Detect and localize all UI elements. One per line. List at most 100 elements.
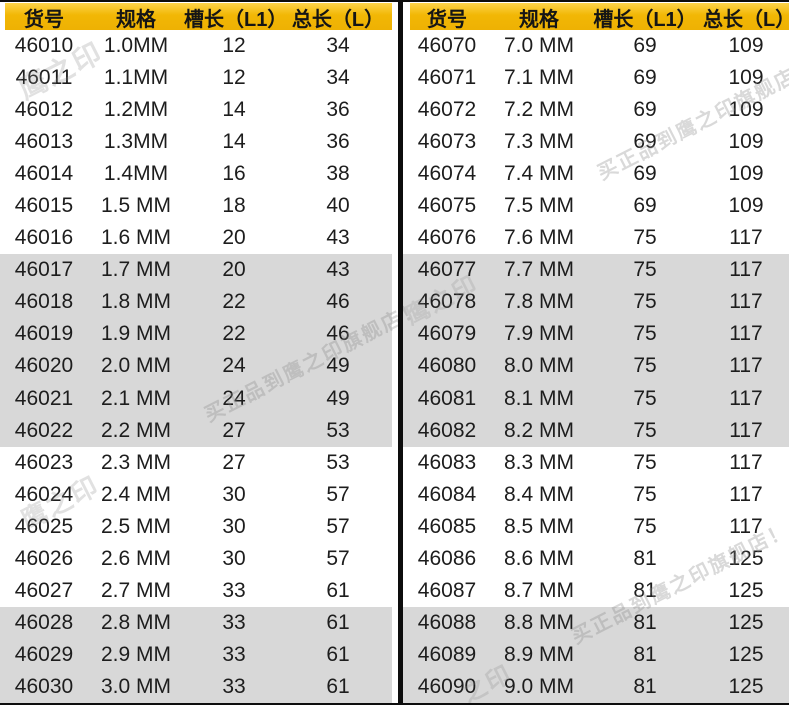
slot-length-cell: 14 xyxy=(222,98,246,122)
slot-length-cell: 69 xyxy=(633,130,657,154)
spec-cell: 8.9 MM xyxy=(503,642,574,666)
spec-cell: 7.2 MM xyxy=(503,98,574,122)
spec-cell: 7.5 MM xyxy=(503,194,574,218)
bottom-border-line xyxy=(0,703,789,705)
total-length-cell: 61 xyxy=(326,642,350,666)
slot-length-cell: 14 xyxy=(222,130,246,154)
table-row: 46086 8.6 MM 81 125 xyxy=(403,543,789,575)
item-no-cell: 46015 xyxy=(14,194,74,218)
spec-cell: 2.6 MM xyxy=(100,546,171,570)
spec-cell: 2.3 MM xyxy=(100,450,171,474)
slot-length-cell: 16 xyxy=(222,162,246,186)
spec-cell: 1.4MM xyxy=(103,162,169,186)
item-no-cell: 46022 xyxy=(14,418,74,442)
item-no-cell: 46014 xyxy=(14,162,74,186)
spec-cell: 1.9 MM xyxy=(100,322,171,346)
table-row: 46020 2.0 MM 24 49 xyxy=(0,350,392,383)
total-length-cell: 53 xyxy=(326,450,350,474)
table-row: 46024 2.4 MM 30 57 xyxy=(0,479,392,511)
total-length-cell: 117 xyxy=(729,418,763,442)
item-no-cell: 46019 xyxy=(14,322,74,346)
header-item-no: 货号 xyxy=(24,9,64,31)
table-row: 46025 2.5 MM 30 57 xyxy=(0,511,392,543)
total-length-cell: 117 xyxy=(729,354,763,378)
item-no-cell: 46028 xyxy=(14,610,74,634)
slot-length-cell: 30 xyxy=(222,514,246,538)
slot-length-cell: 12 xyxy=(222,34,246,58)
table-row: 46079 7.9 MM 75 117 xyxy=(403,318,789,351)
item-no-cell: 46071 xyxy=(417,66,477,90)
total-length-cell: 109 xyxy=(728,130,764,154)
spec-cell: 1.3MM xyxy=(103,130,169,154)
spec-cell: 2.1 MM xyxy=(100,386,171,410)
table-row: 46027 2.7 MM 33 61 xyxy=(0,575,392,607)
vertical-divider-line xyxy=(398,0,403,705)
table-row: 46088 8.8 MM 81 125 xyxy=(403,606,789,639)
spec-cell: 7.0 MM xyxy=(503,34,574,58)
table-row: 46013 1.3MM 14 36 xyxy=(0,126,392,158)
table-row: 46080 8.0 MM 75 117 xyxy=(403,350,789,383)
table-row: 46015 1.5 MM 18 40 xyxy=(0,190,392,222)
total-length-cell: 40 xyxy=(326,194,350,218)
total-length-cell: 125 xyxy=(728,674,764,698)
slot-length-cell: 33 xyxy=(222,674,246,698)
item-no-cell: 46087 xyxy=(417,578,477,602)
total-length-cell: 43 xyxy=(326,226,350,250)
total-length-cell: 57 xyxy=(326,482,350,506)
slot-length-cell: 30 xyxy=(222,546,246,570)
header-band xyxy=(5,3,392,30)
table-row: 46011 1.1MM 12 34 xyxy=(0,62,392,94)
table-row: 46012 1.2MM 14 36 xyxy=(0,94,392,126)
table-row: 46072 7.2 MM 69 109 xyxy=(403,94,789,126)
item-no-cell: 46010 xyxy=(14,34,74,58)
top-border-line xyxy=(0,0,789,2)
slot-length-cell: 12 xyxy=(222,66,246,90)
total-length-cell: 125 xyxy=(728,546,764,570)
table-row: 46075 7.5 MM 69 109 xyxy=(403,190,789,222)
total-length-cell: 125 xyxy=(728,610,764,634)
spec-cell: 1.8 MM xyxy=(100,290,171,314)
spec-cell: 8.1 MM xyxy=(503,386,574,410)
item-no-cell: 46085 xyxy=(417,514,477,538)
spec-cell: 1.2MM xyxy=(103,98,169,122)
spec-cell: 8.2 MM xyxy=(503,418,574,442)
total-length-cell: 34 xyxy=(326,66,350,90)
table-row: 46077 7.7 MM 75 117 xyxy=(403,254,789,287)
table-row: 46084 8.4 MM 75 117 xyxy=(403,479,789,511)
total-length-cell: 61 xyxy=(326,610,350,634)
table-row: 46029 2.9 MM 33 61 xyxy=(0,638,392,671)
table-row: 46023 2.3 MM 27 53 xyxy=(0,447,392,479)
slot-length-cell: 69 xyxy=(633,162,657,186)
item-no-cell: 46021 xyxy=(14,386,74,410)
slot-length-cell: 20 xyxy=(222,258,246,282)
item-no-cell: 46011 xyxy=(15,66,73,90)
item-no-cell: 46079 xyxy=(417,322,477,346)
spec-cell: 1.5 MM xyxy=(100,194,171,218)
slot-length-cell: 24 xyxy=(222,354,246,378)
slot-length-cell: 33 xyxy=(222,578,246,602)
slot-length-cell: 75 xyxy=(633,258,657,282)
total-length-cell: 117 xyxy=(729,258,763,282)
slot-length-cell: 33 xyxy=(222,610,246,634)
slot-length-cell: 75 xyxy=(633,290,657,314)
slot-length-cell: 81 xyxy=(633,674,657,698)
table-row: 46070 7.0 MM 69 109 xyxy=(403,30,789,62)
total-length-cell: 46 xyxy=(326,322,350,346)
slot-length-cell: 69 xyxy=(633,34,657,58)
header-item-no: 货号 xyxy=(427,9,467,31)
total-length-cell: 125 xyxy=(728,578,764,602)
spec-cell: 8.0 MM xyxy=(503,354,574,378)
table-row: 46019 1.9 MM 22 46 xyxy=(0,318,392,351)
spec-cell: 2.4 MM xyxy=(100,482,171,506)
item-no-cell: 46013 xyxy=(14,130,74,154)
table-row: 46073 7.3 MM 69 109 xyxy=(403,126,789,158)
total-length-cell: 61 xyxy=(326,578,350,602)
item-no-cell: 46027 xyxy=(14,578,74,602)
total-length-cell: 117 xyxy=(729,290,763,314)
total-length-cell: 109 xyxy=(728,162,764,186)
total-length-cell: 109 xyxy=(728,194,764,218)
table-row: 46028 2.8 MM 33 61 xyxy=(0,606,392,639)
spec-table-right: 货号 规格 槽长（L1） 总长（L） 46070 7.0 MM 69 109 46071… xyxy=(403,0,789,705)
item-no-cell: 46025 xyxy=(14,514,74,538)
item-no-cell: 46012 xyxy=(14,98,74,122)
